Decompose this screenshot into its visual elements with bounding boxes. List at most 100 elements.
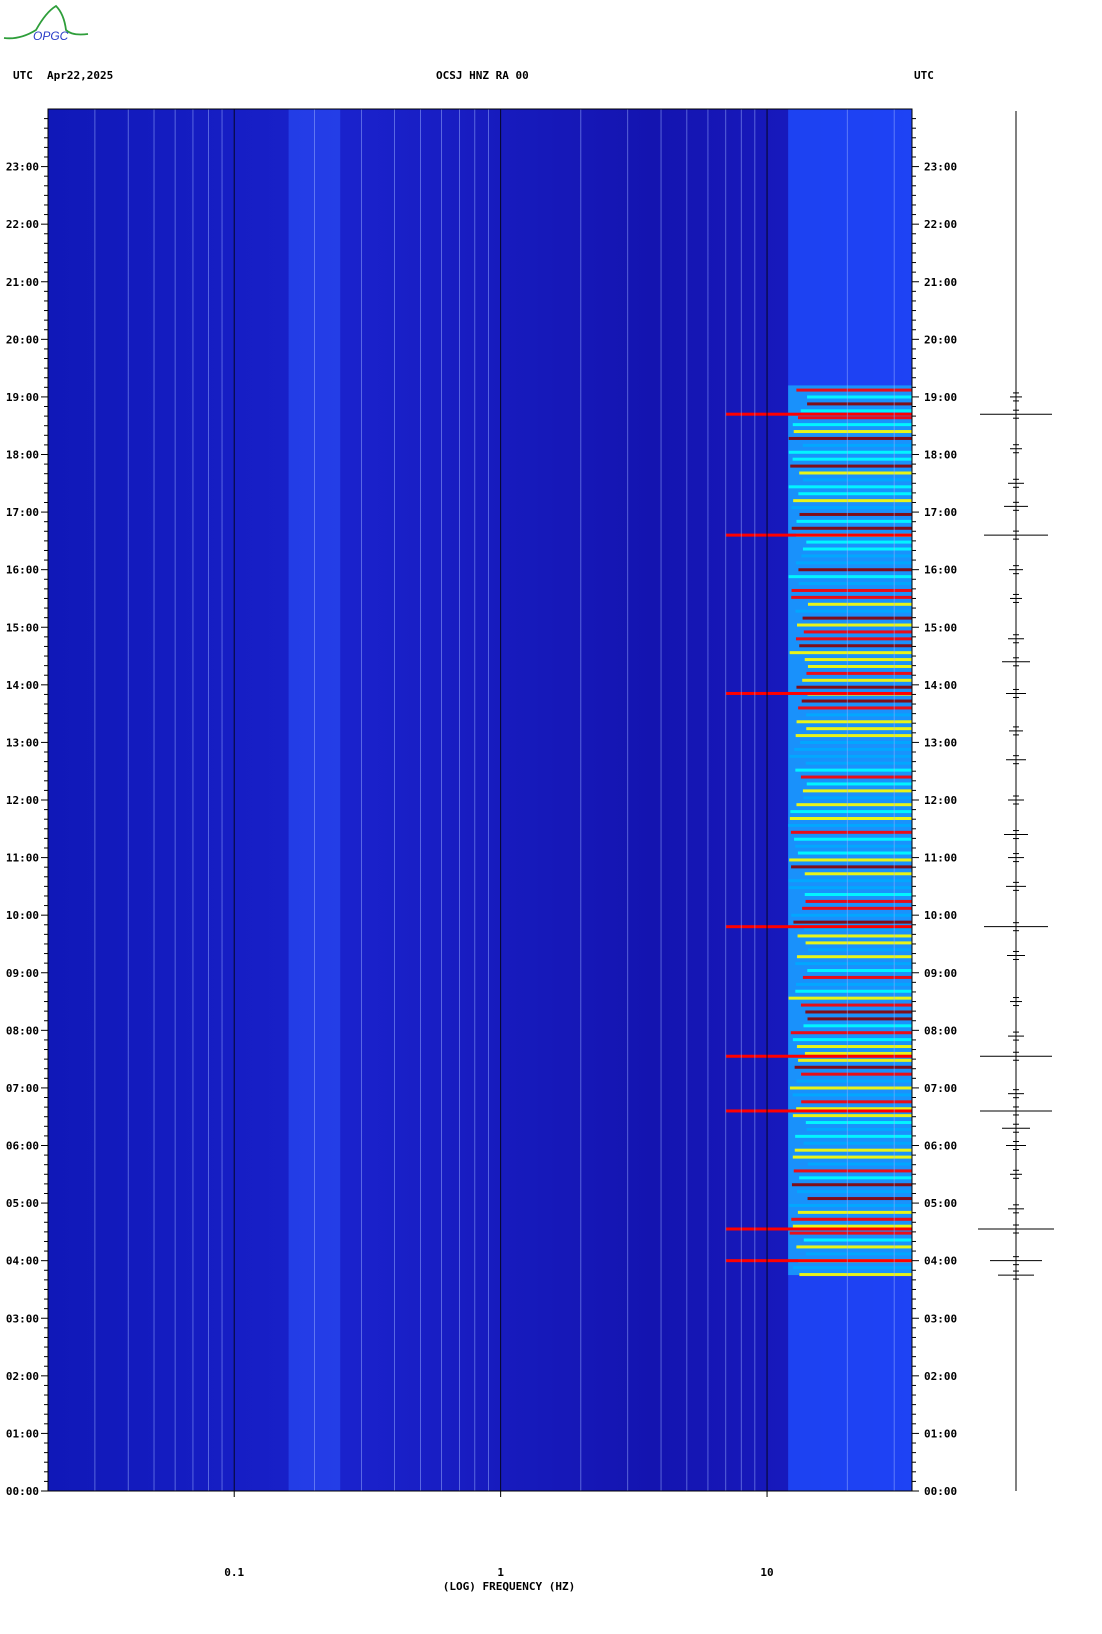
y-tick-label-right: 09:00	[924, 967, 957, 980]
energy-streak	[795, 962, 912, 966]
energy-streak	[800, 775, 912, 779]
energy-streak	[796, 685, 912, 689]
y-tick-label-left: 07:00	[6, 1082, 39, 1095]
y-tick-label-left: 02:00	[6, 1370, 39, 1383]
energy-streak	[802, 789, 912, 793]
chart-date: Apr22,2025	[47, 69, 114, 82]
energy-streak	[789, 1231, 912, 1235]
x-tick-label: 0.1	[224, 1566, 245, 1579]
energy-streak	[806, 713, 912, 717]
y-tick-label-right: 10:00	[924, 909, 957, 922]
energy-streak	[797, 1210, 912, 1214]
energy-streak	[793, 430, 912, 434]
energy-streak	[802, 547, 912, 551]
energy-streak	[792, 1114, 912, 1118]
y-tick-label-right: 15:00	[924, 621, 957, 634]
energy-streak	[788, 823, 912, 827]
y-tick-label-right: 03:00	[924, 1312, 957, 1325]
energy-streak	[793, 499, 912, 503]
y-tick-label-left: 09:00	[6, 967, 39, 980]
energy-streak	[796, 720, 912, 724]
energy-streak	[796, 1107, 912, 1111]
y-tick-label-left: 19:00	[6, 391, 39, 404]
energy-streak	[802, 975, 912, 979]
active-period-band	[788, 385, 912, 1276]
energy-streak	[788, 485, 912, 489]
energy-streak	[806, 540, 912, 544]
energy-streak	[788, 450, 912, 454]
strong-event-band	[725, 1054, 912, 1058]
y-tick-label-left: 18:00	[6, 449, 39, 462]
energy-streak	[807, 395, 912, 399]
y-tick-label-left: 22:00	[6, 218, 39, 231]
energy-streak	[804, 927, 912, 931]
energy-streak	[798, 1058, 912, 1062]
energy-streak	[799, 512, 912, 516]
y-tick-label-right: 21:00	[924, 276, 957, 289]
energy-streak	[797, 416, 912, 420]
y-tick-label-left: 08:00	[6, 1024, 39, 1037]
energy-streak	[792, 1224, 912, 1228]
y-tick-label-right: 05:00	[924, 1197, 957, 1210]
energy-streak	[800, 409, 912, 413]
y-tick-label-right: 19:00	[924, 391, 957, 404]
y-tick-label-right: 02:00	[924, 1370, 957, 1383]
energy-streak	[800, 740, 912, 744]
y-tick-label-right: 16:00	[924, 564, 957, 577]
energy-streak	[806, 671, 912, 675]
plot-frame	[47, 108, 913, 1492]
y-tick-label-right: 17:00	[924, 506, 957, 519]
energy-streak	[791, 1217, 912, 1221]
energy-streak	[805, 899, 912, 903]
y-tick-label-right: 04:00	[924, 1255, 957, 1268]
energy-streak	[788, 886, 912, 890]
y-tick-label-left: 04:00	[6, 1255, 39, 1268]
energy-streak	[805, 1010, 912, 1014]
energy-streak	[807, 948, 912, 952]
right-timezone: UTC	[914, 69, 934, 82]
energy-streak	[791, 506, 912, 510]
energy-streak	[796, 388, 912, 392]
energy-streak	[803, 630, 912, 634]
strong-event-band	[725, 925, 912, 929]
energy-streak	[796, 1079, 912, 1083]
energy-streak	[792, 1038, 912, 1042]
energy-streak	[802, 906, 912, 910]
energy-streak	[797, 934, 912, 938]
energy-streak	[794, 1148, 912, 1152]
energy-streak	[793, 1266, 912, 1270]
energy-streak	[795, 1134, 912, 1138]
energy-streak	[788, 436, 912, 440]
energy-streak	[796, 982, 912, 986]
energy-streak	[802, 478, 912, 482]
energy-streak	[796, 519, 912, 523]
energy-streak	[795, 844, 912, 848]
energy-streak	[803, 796, 912, 800]
energy-streak	[805, 941, 912, 945]
energy-streak	[799, 1176, 912, 1180]
energy-streak	[799, 471, 912, 475]
y-tick-label-left: 03:00	[6, 1312, 39, 1325]
energy-streak	[793, 920, 912, 924]
energy-streak	[794, 747, 912, 751]
x-tick-label: 1	[497, 1566, 504, 1579]
energy-streak	[794, 1065, 912, 1069]
energy-streak	[790, 810, 912, 814]
energy-streak	[798, 568, 912, 572]
energy-streak	[790, 464, 912, 468]
y-tick-label-left: 14:00	[6, 679, 39, 692]
energy-streak	[791, 595, 912, 599]
energy-streak	[794, 837, 912, 841]
y-tick-label-left: 11:00	[6, 852, 39, 865]
energy-streak	[802, 443, 912, 447]
energy-streak	[792, 457, 912, 461]
energy-streak	[795, 768, 912, 772]
y-tick-label-right: 00:00	[924, 1485, 957, 1498]
energy-streak	[807, 969, 912, 973]
y-tick-label-right: 12:00	[924, 794, 957, 807]
energy-streak	[804, 893, 912, 897]
energy-streak	[801, 1072, 912, 1076]
energy-streak	[791, 913, 912, 917]
energy-streak	[806, 1127, 912, 1131]
energy-streak	[797, 1190, 912, 1194]
